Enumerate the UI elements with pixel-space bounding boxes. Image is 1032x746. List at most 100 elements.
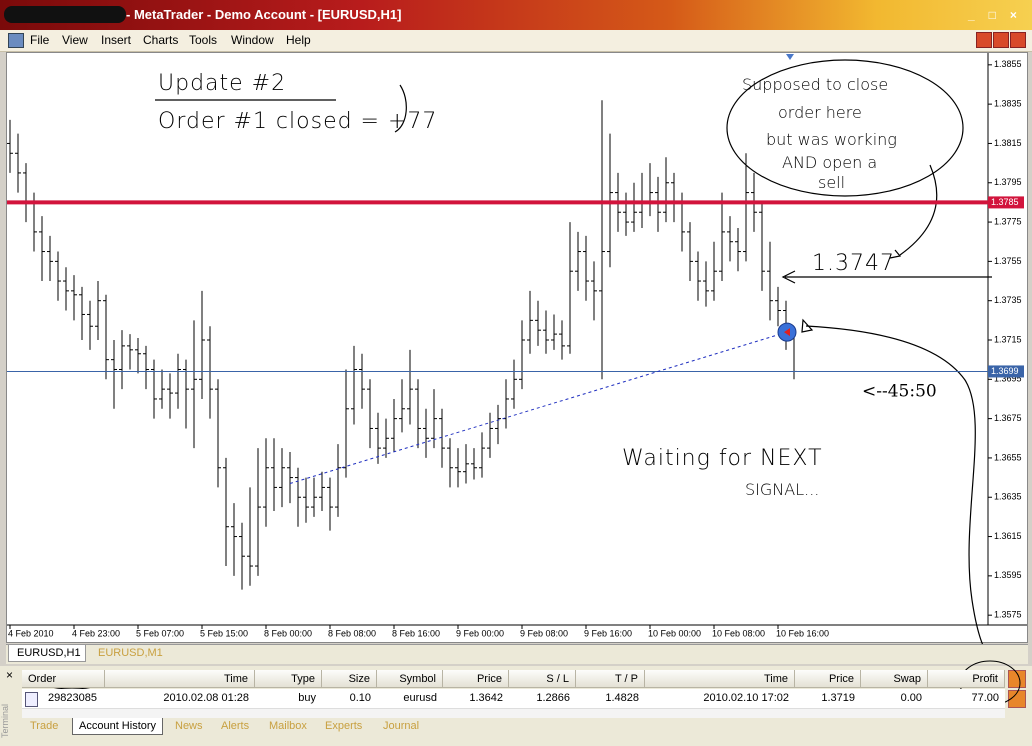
- terminal-tab[interactable]: News: [175, 720, 203, 732]
- column-header[interactable]: Swap: [861, 670, 928, 688]
- column-header[interactable]: Size: [322, 670, 377, 688]
- menu-item[interactable]: Insert: [101, 33, 132, 47]
- column-header[interactable]: Profit: [928, 670, 1005, 688]
- column-header[interactable]: Order: [22, 670, 105, 688]
- column-header[interactable]: Type: [255, 670, 322, 688]
- column-header[interactable]: Price: [795, 670, 861, 688]
- close-arrow: [784, 328, 790, 337]
- column-header[interactable]: T / P: [576, 670, 645, 688]
- menu-bar: [0, 30, 1032, 52]
- terminal-tab[interactable]: Alerts: [221, 720, 250, 732]
- column-header[interactable]: Symbol: [377, 670, 443, 688]
- menu-item[interactable]: View: [62, 33, 88, 47]
- annotation: 1.3747: [812, 251, 895, 276]
- table-cell: 1.3719: [821, 692, 855, 704]
- column-header[interactable]: Time: [645, 670, 795, 688]
- terminal-tab[interactable]: Mailbox: [269, 720, 307, 732]
- table-cell: 77.00: [971, 692, 999, 704]
- x-tick-label: 5 Feb 07:00: [136, 628, 184, 638]
- annotation: Waiting for NEXT: [622, 446, 823, 471]
- terminal-tab[interactable]: Experts: [325, 720, 363, 732]
- terminal-tab[interactable]: Account History: [72, 718, 164, 735]
- y-tick-label: 1.3815: [994, 138, 1022, 148]
- chart-frame: [6, 52, 1028, 643]
- bracket: [394, 84, 407, 133]
- menu-item[interactable]: Tools: [189, 33, 218, 47]
- annotation: SIGNAL...: [745, 480, 819, 499]
- terminal-tab[interactable]: Journal: [383, 720, 420, 732]
- column-header[interactable]: Time: [105, 670, 255, 688]
- x-tick-label: 4 Feb 23:00: [72, 628, 120, 638]
- y-tick-label: 1.3715: [994, 334, 1022, 344]
- table-row-bg: [22, 689, 1005, 708]
- annotation: order here: [778, 103, 862, 122]
- y-tick-label: 1.3755: [994, 256, 1022, 266]
- curve-arrow-head: [801, 318, 814, 333]
- y-tick-label: 1.3735: [994, 295, 1022, 305]
- chart-tab-bar: [6, 644, 1028, 664]
- y-tick-label: 1.3855: [994, 59, 1022, 69]
- table-cell: 1.3642: [469, 692, 503, 704]
- column-header[interactable]: S / L: [509, 670, 576, 688]
- table-cell: 2010.02.10 17:02: [703, 692, 789, 704]
- x-tick-label: 4 Feb 2010: [8, 628, 54, 638]
- redacted-blob: [4, 6, 126, 23]
- shift-marker: [786, 54, 794, 60]
- order-icon: [25, 692, 38, 707]
- column-header[interactable]: Price: [443, 670, 509, 688]
- menu-item[interactable]: File: [30, 33, 50, 47]
- menu-item[interactable]: Help: [286, 33, 311, 47]
- annotation: Order #1 closed = +77: [158, 109, 437, 134]
- y-tick-label: 1.3575: [994, 610, 1022, 620]
- menu-item[interactable]: Window: [231, 33, 274, 47]
- table-cell: 1.2866: [536, 692, 570, 704]
- x-tick-label: 9 Feb 08:00: [520, 628, 568, 638]
- y-tick-label: 1.3775: [994, 216, 1022, 226]
- y-tick-label: 1.3675: [994, 413, 1022, 423]
- close-terminal[interactable]: ×: [6, 668, 14, 682]
- y-tick-label: 1.3795: [994, 177, 1022, 187]
- table-cell: 2010.02.08 01:28: [163, 692, 249, 704]
- price-arrow: [781, 270, 992, 284]
- x-tick-label: 5 Feb 15:00: [200, 628, 248, 638]
- price-label: 1.3785: [991, 197, 1019, 207]
- x-tick-label: 9 Feb 00:00: [456, 628, 504, 638]
- x-tick-label: 9 Feb 16:00: [584, 628, 632, 638]
- price-label-box: [988, 365, 1024, 378]
- table-row-stub: [22, 708, 1005, 718]
- chart-tab[interactable]: EURUSD,H1: [8, 645, 86, 662]
- annotation: but was working: [766, 130, 897, 149]
- table-cell: 0.00: [900, 692, 922, 704]
- annotation: sell: [818, 173, 845, 192]
- x-tick-label: 8 Feb 00:00: [264, 628, 312, 638]
- hand-annotations: [155, 59, 992, 645]
- scroll-up[interactable]: [1008, 670, 1026, 688]
- doc-icon[interactable]: [8, 33, 24, 48]
- table-cell: 29823085: [48, 692, 97, 704]
- note-ellipse: [726, 59, 964, 197]
- table-cell: eurusd: [403, 692, 437, 704]
- annotation: AND open a: [782, 153, 877, 172]
- y-tick-label: 1.3615: [994, 531, 1022, 541]
- price-label-box: [988, 196, 1024, 209]
- note-arrow: [899, 164, 938, 256]
- window-controls[interactable]: _□×: [968, 8, 1031, 22]
- annotation: Update #2: [158, 71, 286, 96]
- terminal-label: Terminal: [0, 703, 11, 739]
- annotation: <--45:50: [862, 382, 937, 402]
- chart-tab[interactable]: EURUSD,M1: [98, 647, 163, 659]
- mdi-controls[interactable]: [976, 32, 1026, 48]
- annotation: Supposed to close: [742, 75, 888, 94]
- table-cell: 0.10: [349, 692, 371, 704]
- x-tick-label: 10 Feb 00:00: [648, 628, 701, 638]
- trade-line: [289, 331, 788, 484]
- y-tick-label: 1.3695: [994, 374, 1022, 384]
- y-tick-label: 1.3835: [994, 99, 1022, 109]
- menu-item[interactable]: Charts: [143, 33, 179, 47]
- window-title: - MetaTrader - Demo Account - [EURUSD,H1…: [126, 7, 402, 22]
- scroll-down[interactable]: [1008, 690, 1026, 708]
- y-tick-label: 1.3635: [994, 492, 1022, 502]
- chart: Update #2 Order #1 closed = +77 Supposed…: [7, 53, 1027, 645]
- terminal-tab[interactable]: Trade: [30, 720, 59, 732]
